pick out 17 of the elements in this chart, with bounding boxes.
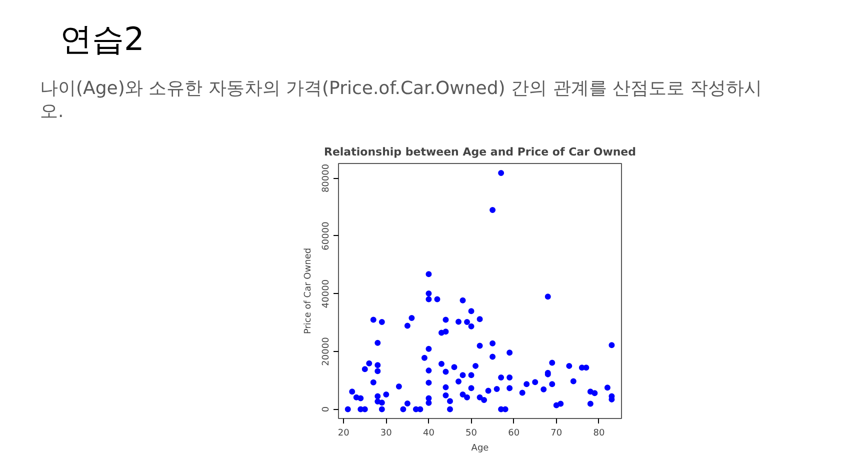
- text: 연습2: [60, 19, 144, 60]
- y-tick-label: 60000: [322, 221, 332, 250]
- y-tick-label: 0: [322, 406, 332, 412]
- y-tick-label: 40000: [322, 279, 332, 308]
- x-tick-label: 30: [380, 428, 392, 438]
- x-tick-label: 20: [338, 428, 350, 438]
- x-tick-label: 80: [593, 428, 605, 438]
- x-axis-title: Age: [471, 444, 490, 454]
- x-tick-label: 40: [422, 428, 435, 438]
- y-tick-label: 20000: [322, 336, 332, 366]
- x-tick-label: 60: [508, 428, 520, 438]
- x-tick-label: 70: [550, 428, 562, 438]
- y-tick-label: 80000: [322, 164, 332, 193]
- chart-title: Relationship between Age and Price of Car Owned: [324, 146, 636, 158]
- text: 나이(Age)와 소유한 자동차의 가격(Price.of.Car.Owned) 간의 관계를 산점도로 작성하시오.: [40, 77, 764, 124]
- x-tick-label: 50: [466, 428, 478, 438]
- y-axis-title: Price of Car Owned: [304, 248, 314, 334]
